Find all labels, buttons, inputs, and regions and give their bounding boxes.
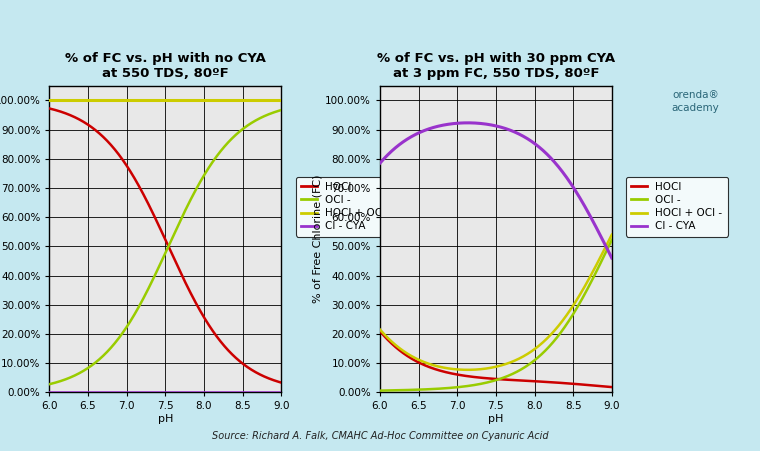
X-axis label: pH: pH (488, 414, 504, 424)
Text: Source: Richard A. Falk, CMAHC Ad-Hoc Committee on Cyanuric Acid: Source: Richard A. Falk, CMAHC Ad-Hoc Co… (212, 431, 548, 441)
X-axis label: pH: pH (157, 414, 173, 424)
Title: % of FC vs. pH with no CYA
at 550 TDS, 80ºF: % of FC vs. pH with no CYA at 550 TDS, 8… (65, 52, 266, 80)
Legend: HOCl, OCl -, HOCl + OCl -, Cl - CYA: HOCl, OCl -, HOCl + OCl -, Cl - CYA (296, 177, 397, 237)
Text: orenda®
academy: orenda® academy (672, 90, 719, 113)
Title: % of FC vs. pH with 30 ppm CYA
at 3 ppm FC, 550 TDS, 80ºF: % of FC vs. pH with 30 ppm CYA at 3 ppm … (377, 52, 615, 80)
Legend: HOCl, OCl -, HOCl + OCl -, Cl - CYA: HOCl, OCl -, HOCl + OCl -, Cl - CYA (626, 177, 728, 237)
Y-axis label: % of Free Chlorine (FC): % of Free Chlorine (FC) (312, 175, 322, 303)
